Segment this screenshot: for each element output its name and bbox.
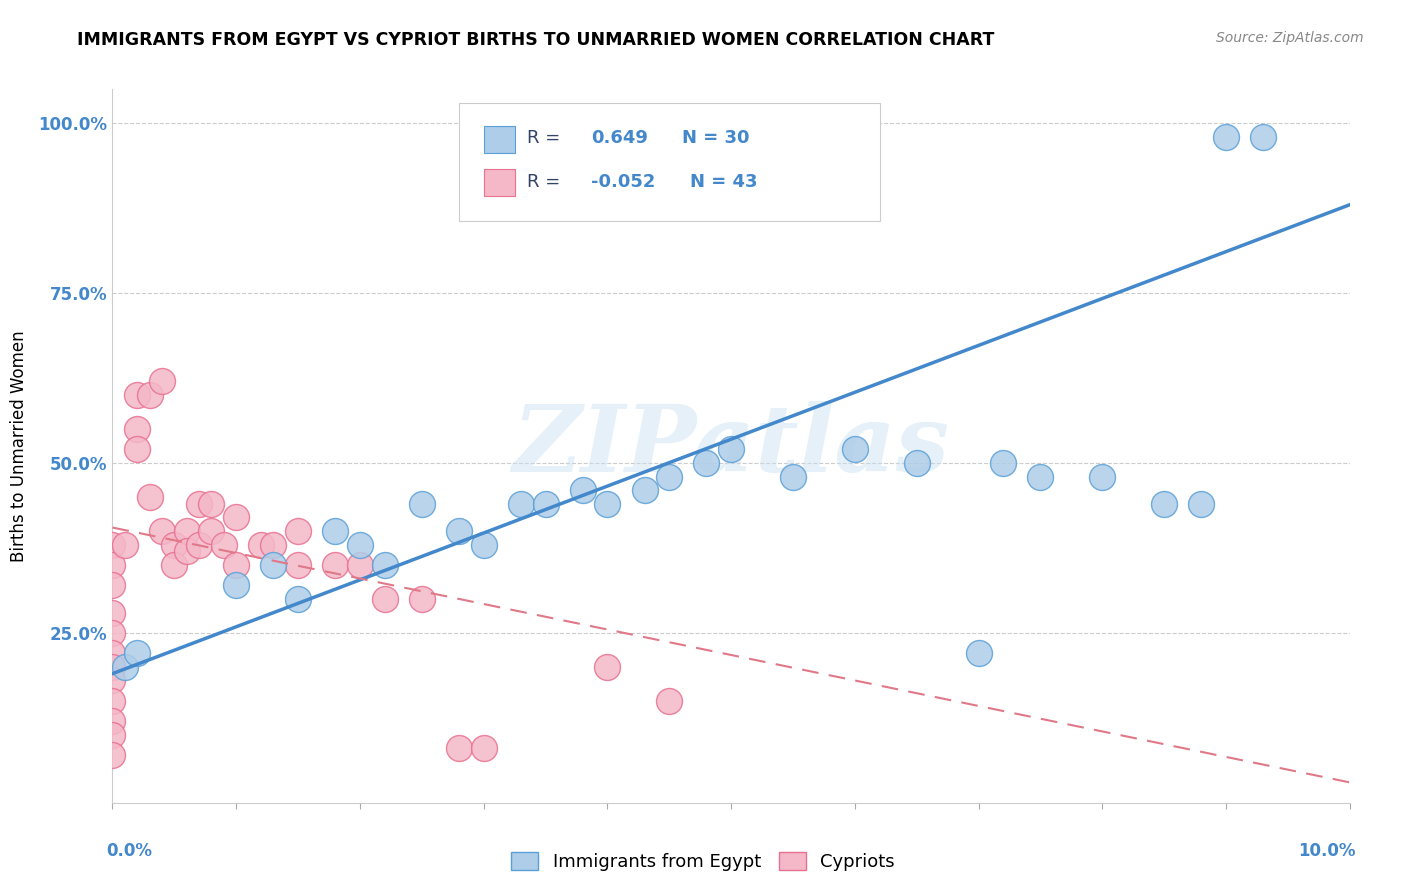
Point: [101, 606, 124, 620]
Text: N = 30: N = 30: [682, 128, 749, 146]
Point: [225, 558, 247, 572]
Point: [633, 483, 655, 498]
Legend: Immigrants from Egypt, Cypriots: Immigrants from Egypt, Cypriots: [503, 845, 903, 879]
Point: [447, 741, 470, 756]
Point: [225, 578, 247, 592]
Point: [114, 537, 136, 551]
Point: [374, 591, 396, 606]
FancyBboxPatch shape: [484, 169, 515, 196]
Point: [658, 469, 681, 483]
Point: [150, 524, 173, 538]
Point: [967, 646, 990, 660]
Point: [127, 646, 149, 660]
Point: [101, 578, 124, 592]
Point: [250, 537, 273, 551]
Point: [323, 558, 346, 572]
Point: [447, 524, 470, 538]
Point: [200, 524, 222, 538]
Point: [127, 442, 149, 457]
Point: [101, 694, 124, 708]
Point: [176, 544, 198, 558]
Point: [127, 388, 149, 402]
Point: [1091, 469, 1114, 483]
Text: 0.0%: 0.0%: [107, 842, 152, 860]
Point: [212, 537, 235, 551]
Point: [101, 626, 124, 640]
Point: [1029, 469, 1052, 483]
Point: [138, 490, 160, 504]
Point: [200, 497, 222, 511]
Point: [1189, 497, 1212, 511]
Point: [472, 537, 495, 551]
Point: [844, 442, 866, 457]
Point: [101, 748, 124, 763]
Point: [905, 456, 928, 470]
Point: [287, 524, 309, 538]
Point: [176, 524, 198, 538]
Text: R =: R =: [527, 128, 567, 146]
Point: [138, 388, 160, 402]
Point: [374, 558, 396, 572]
Point: [150, 375, 173, 389]
Point: [101, 728, 124, 742]
Point: [411, 591, 433, 606]
Point: [695, 456, 717, 470]
Point: [349, 558, 371, 572]
Point: [1153, 497, 1175, 511]
FancyBboxPatch shape: [484, 127, 515, 153]
Point: [571, 483, 593, 498]
Text: -0.052: -0.052: [592, 173, 655, 191]
Point: [782, 469, 804, 483]
Point: [101, 537, 124, 551]
Point: [101, 714, 124, 729]
Y-axis label: Births to Unmarried Women: Births to Unmarried Women: [10, 330, 28, 562]
Text: Source: ZipAtlas.com: Source: ZipAtlas.com: [1216, 31, 1364, 45]
Point: [262, 558, 284, 572]
Point: [1215, 129, 1237, 144]
Text: ZIPatlas: ZIPatlas: [513, 401, 949, 491]
Text: 0.649: 0.649: [592, 128, 648, 146]
Point: [188, 537, 211, 551]
Point: [658, 694, 681, 708]
FancyBboxPatch shape: [458, 103, 880, 221]
Point: [101, 660, 124, 674]
Point: [323, 524, 346, 538]
Point: [101, 558, 124, 572]
Point: [596, 660, 619, 674]
Point: [534, 497, 557, 511]
Point: [163, 537, 186, 551]
Point: [101, 646, 124, 660]
Point: [349, 537, 371, 551]
Point: [411, 497, 433, 511]
Text: 10.0%: 10.0%: [1299, 842, 1355, 860]
Point: [287, 591, 309, 606]
Point: [114, 660, 136, 674]
Point: [596, 497, 619, 511]
Point: [720, 442, 742, 457]
Text: R =: R =: [527, 173, 567, 191]
Point: [472, 741, 495, 756]
Point: [1251, 129, 1274, 144]
Point: [188, 497, 211, 511]
Point: [509, 497, 531, 511]
Point: [101, 673, 124, 688]
Point: [225, 510, 247, 524]
Text: IMMIGRANTS FROM EGYPT VS CYPRIOT BIRTHS TO UNMARRIED WOMEN CORRELATION CHART: IMMIGRANTS FROM EGYPT VS CYPRIOT BIRTHS …: [77, 31, 994, 49]
Point: [127, 422, 149, 436]
Point: [163, 558, 186, 572]
Point: [993, 456, 1015, 470]
Text: N = 43: N = 43: [690, 173, 758, 191]
Point: [262, 537, 284, 551]
Point: [287, 558, 309, 572]
